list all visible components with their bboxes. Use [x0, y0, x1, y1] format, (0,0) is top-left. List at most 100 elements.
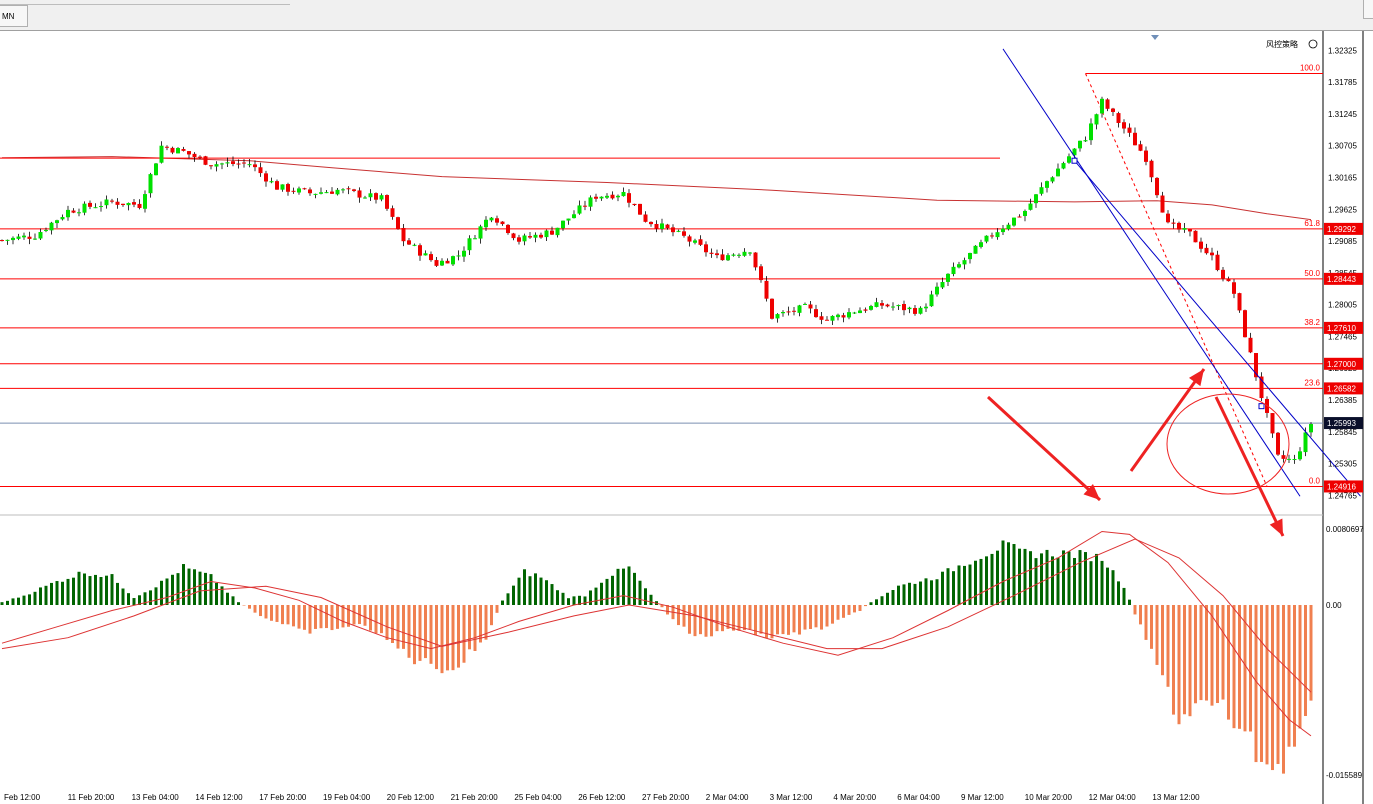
candle	[291, 190, 296, 192]
price-label-box	[1324, 417, 1363, 430]
macd-histogram-bar	[748, 605, 752, 630]
candle	[33, 238, 37, 240]
candle	[924, 306, 928, 309]
macd-histogram-bar	[715, 605, 719, 632]
candle	[836, 314, 840, 318]
macd-histogram-bar	[341, 605, 345, 628]
macd-histogram-bar	[798, 605, 801, 635]
macd-histogram-bar	[726, 605, 730, 629]
candle	[880, 303, 884, 306]
macd-histogram-bar	[66, 578, 70, 605]
price-tick-label: 1.32325	[1328, 46, 1357, 55]
candle	[1028, 203, 1033, 210]
candle	[1292, 459, 1297, 461]
macd-histogram-bar	[1056, 557, 1060, 605]
macd-histogram-bar	[1029, 551, 1032, 605]
macd-histogram-bar	[160, 580, 163, 605]
macd-histogram-bar	[1172, 605, 1175, 715]
candle	[412, 244, 417, 246]
candle	[1133, 132, 1137, 146]
candle	[1012, 217, 1016, 226]
fib-ratio-label: 38.2	[1304, 318, 1320, 327]
macd-histogram-bar	[1045, 549, 1049, 605]
price-tick-label: 1.29625	[1328, 205, 1357, 214]
macd-histogram-bar	[836, 605, 840, 620]
macd-histogram-bar	[429, 605, 433, 664]
candle	[258, 167, 263, 174]
price-label-box	[1324, 222, 1363, 235]
candle	[869, 305, 873, 310]
trend-channel[interactable]	[1002, 48, 1361, 497]
candle	[1204, 247, 1209, 254]
candle	[1116, 113, 1121, 123]
candle	[324, 192, 329, 194]
candle	[82, 203, 87, 213]
candle	[423, 253, 428, 256]
macd-histogram-bar	[1216, 605, 1219, 704]
candle	[539, 234, 543, 238]
time-axis-label: 26 Feb 12:00	[578, 793, 626, 802]
macd-histogram-bar	[369, 605, 372, 631]
scroll-button[interactable]	[1363, 0, 1373, 19]
candle	[599, 196, 604, 199]
candle	[533, 234, 538, 238]
tab-mn[interactable]: MN	[0, 5, 28, 27]
fibonacci-retracement[interactable]: 100.0 61.8 50.0 38.2 23.6 0.0	[0, 63, 1323, 487]
candle	[269, 181, 274, 183]
candle	[44, 229, 48, 231]
candle	[176, 148, 180, 154]
candle	[682, 231, 686, 236]
candle	[528, 236, 532, 238]
candle	[1237, 293, 1242, 311]
macd-histogram-bar	[187, 568, 191, 605]
candlesticks	[0, 96, 1313, 464]
candle	[737, 254, 741, 256]
candle	[1215, 254, 1220, 271]
candle	[654, 223, 659, 229]
candle	[1067, 156, 1071, 163]
macd-histogram-bar	[1210, 605, 1214, 706]
annotations	[986, 368, 1290, 537]
macd-histogram-bar	[176, 573, 180, 605]
macd-histogram-bar	[28, 594, 31, 605]
price-label-box	[1324, 480, 1363, 493]
macd-histogram-bar	[374, 605, 378, 634]
candle	[1056, 168, 1060, 177]
candle	[555, 227, 560, 236]
price-label: 1.25993	[1327, 419, 1356, 428]
candle	[242, 162, 246, 164]
candle	[506, 224, 510, 234]
macd-histogram-bar	[1265, 605, 1269, 765]
candle	[451, 256, 455, 265]
candle	[110, 200, 114, 202]
shift-marker-icon[interactable]	[1151, 35, 1159, 40]
price-label: 1.28443	[1327, 275, 1356, 284]
candle	[968, 252, 972, 260]
candle	[1034, 194, 1038, 204]
candle	[1221, 269, 1225, 279]
candle	[88, 202, 92, 207]
macd-histogram-bar	[1199, 605, 1203, 701]
candle	[1050, 177, 1055, 182]
price-tick-label: 1.30705	[1328, 142, 1357, 151]
macd-histogram-bar	[847, 605, 851, 615]
fib-ratio-label: 50.0	[1304, 269, 1320, 278]
macd-histogram-bar	[561, 592, 565, 605]
macd-histogram-bar	[985, 556, 988, 605]
macd-histogram-bar	[259, 605, 262, 617]
macd-histogram-bar	[666, 605, 669, 615]
candle	[264, 173, 268, 182]
indicator-label: 风控策略	[1266, 39, 1298, 49]
candle	[27, 236, 32, 239]
price-tick-label: 1.27465	[1328, 332, 1357, 341]
candle	[462, 250, 466, 257]
macd-histogram-bar	[209, 574, 213, 605]
smiley-icon	[1308, 39, 1318, 49]
macd-histogram-bar	[22, 595, 26, 605]
candle	[792, 310, 796, 312]
macd-histogram-bar	[1078, 550, 1082, 605]
price-chart[interactable]: 100.0 61.8 50.0 38.2 23.6 0.0 0.0080697 0.00 -0…	[0, 31, 1373, 804]
macd-histogram-bar	[754, 605, 757, 636]
macd-histogram-bar	[319, 605, 323, 629]
macd-histogram-bar	[413, 605, 416, 665]
